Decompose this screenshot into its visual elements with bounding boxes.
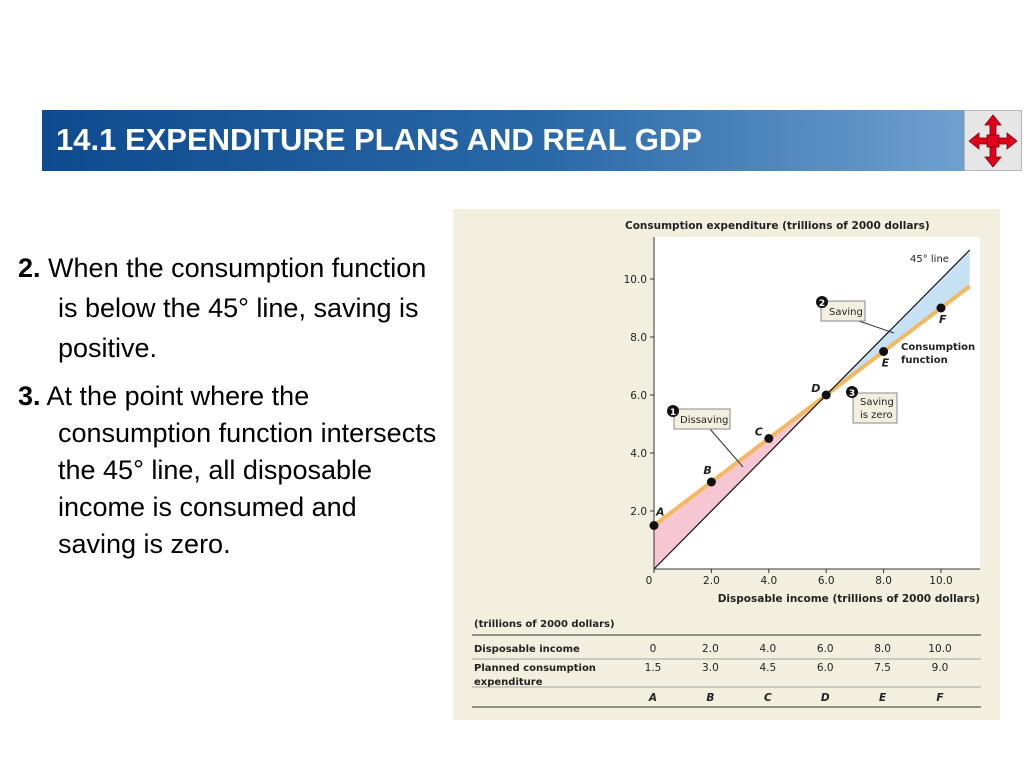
table-cell-income: 6.0 [817,643,834,655]
table-cell-income: 2.0 [702,643,719,655]
x-tick-label: 6.0 [818,575,835,587]
table-cell-consumption: 7.5 [874,662,891,674]
bullet-item-3: 3. At the point where the consumption fu… [18,378,438,563]
point-b [706,477,716,487]
table-point-label: A [648,692,657,704]
line-45-label: 45° line [910,254,949,265]
point-label: A [655,506,665,519]
table-cell-consumption: 1.5 [645,662,662,674]
table-cell-income: 8.0 [874,643,891,655]
consumption-chart: 0 2.0 4.0 6.0 8.0 10.0 2.0 4.0 6.0 8.0 10.0 Consum… [472,220,981,708]
table-row1-label: Disposable income [474,644,580,655]
table-cell-consumption: 9.0 [932,662,949,674]
point-label: E [882,357,890,370]
y-axis-label: Consumption expenditure (trillions of 20… [625,220,930,232]
x-tick-label: 4.0 [760,575,777,587]
table-row2-label-line2: expenditure [474,677,543,688]
table-cell-consumption: 4.5 [759,662,776,674]
y-tick-label: 6.0 [630,390,647,402]
point-label: F [939,313,947,326]
consumption-label-line1: Consumption [901,342,975,353]
table-point-label: C [764,692,772,704]
point-a [649,521,659,530]
callout-dissaving-text: Dissaving [680,415,728,426]
point-label: C [755,426,763,439]
bullet-list: 2. When the consumption function is belo… [18,248,438,573]
title-bar: 14.1 EXPENDITURE PLANS AND REAL GDP [42,110,964,171]
forty-five-degree-line [653,249,971,570]
callout-number-3: 3 [849,389,855,399]
callout-saving-zero-line2: is zero [860,410,893,421]
consumption-figure: 0 2.0 4.0 6.0 8.0 10.0 2.0 4.0 6.0 8.0 10.0 Consum… [453,209,1000,720]
consumption-label-line2: function [901,355,948,366]
x-axis-label: Disposable income (trillions of 2000 dol… [718,593,980,605]
four-arrows-icon [968,114,1018,168]
data-table: (trillions of 2000 dollars) Disposable i… [472,619,981,708]
x-tick-label: 8.0 [875,575,892,587]
table-cell-income: 0 [650,643,657,655]
x-tick-label: 2.0 [703,575,720,587]
callout-saving-zero: Saving is zero 3 [846,386,898,424]
y-tick-label: 4.0 [630,448,647,460]
point-label: D [811,382,820,395]
table-cells: 0 2.0 4.0 6.0 8.0 10.0 1.5 3.0 4.5 6.0 7.5 9.0 A B C D E… [645,643,952,704]
table-point-label: D [821,692,830,704]
callout-number-1: 1 [670,408,676,418]
y-tick-label: 10.0 [624,274,647,286]
table-row2-label-line1: Planned consumption [474,663,596,674]
bullet-number: 3. [18,381,41,411]
data-points: A B C D E F [649,303,947,530]
consumption-function-line [652,284,971,528]
bullet-number: 2. [18,253,41,283]
point-c [764,434,774,443]
x-tick-label: 0 [646,575,653,587]
point-e [879,347,889,356]
bullet-text: When the consumption function is below t… [48,253,427,363]
callout-dissaving: Dissaving 1 [667,405,744,468]
callout-saving-zero-line1: Saving [860,397,894,408]
axis-ticks: 0 2.0 4.0 6.0 8.0 10.0 2.0 4.0 6.0 8.0 10.0 [624,274,953,587]
callout-number-2: 2 [819,299,825,309]
point-label: B [703,464,711,477]
callout-saving-text: Saving [829,307,863,318]
point-d [821,390,831,400]
x-tick-label: 10.0 [929,575,952,587]
table-cell-consumption: 6.0 [817,662,834,674]
bullet-text: At the point where the consumption funct… [46,381,437,559]
page-title: 14.1 EXPENDITURE PLANS AND REAL GDP [56,122,702,157]
bullet-item-2: 2. When the consumption function is belo… [18,248,438,368]
y-tick-label: 8.0 [630,332,647,344]
table-cell-income: 4.0 [759,643,776,655]
callout-saving: Saving 2 [816,296,895,334]
table-unit-label: (trillions of 2000 dollars) [474,619,615,630]
table-point-label: F [936,692,944,704]
y-tick-label: 2.0 [630,506,647,518]
table-cell-income: 10.0 [928,643,951,655]
table-cell-consumption: 3.0 [702,662,719,674]
point-f [936,303,946,313]
table-point-label: B [706,692,714,704]
table-point-label: E [879,692,887,704]
nav-button[interactable] [964,110,1022,171]
